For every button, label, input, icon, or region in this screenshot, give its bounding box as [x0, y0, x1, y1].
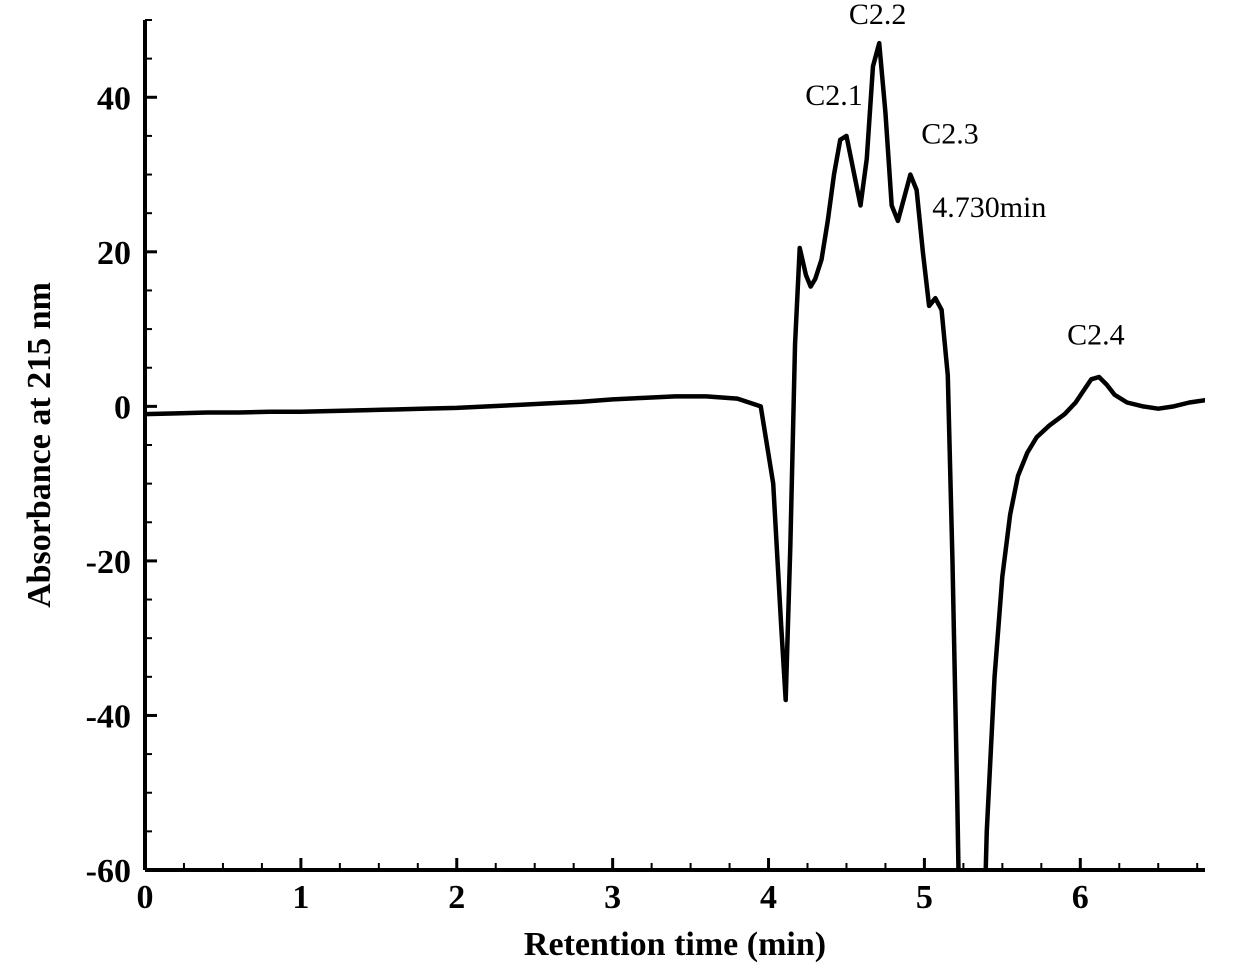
axes [145, 20, 1205, 870]
peak-label: C2.4 [1067, 319, 1125, 352]
x-tick-label: 5 [916, 879, 933, 916]
y-tick-label: -20 [86, 544, 131, 581]
x-axis-label: Retention time (min) [524, 926, 826, 963]
peak-label: C2.3 [921, 118, 979, 151]
peak-label: C2.2 [849, 0, 907, 31]
y-tick-label: 0 [114, 389, 131, 426]
chromatogram-chart: 0 1 2 3 4 5 6 -60 -40 -20 0 20 40 C2.2 C2.1 C2.3 4.730mi… [0, 0, 1240, 972]
y-axis-label: Absorbance at 215 nm [21, 282, 58, 608]
y-tick-label: -60 [86, 853, 131, 890]
y-tick-label: 20 [97, 235, 131, 272]
peak-label: 4.730min [932, 191, 1046, 224]
x-tick-label: 4 [760, 879, 777, 916]
y-tick-label: 40 [97, 80, 131, 117]
x-tick-label: 3 [604, 879, 621, 916]
x-tick-label: 1 [292, 879, 309, 916]
ticks: 0 1 2 3 4 5 6 -60 -40 -20 0 20 40 [86, 20, 1198, 916]
x-tick-label: 0 [137, 879, 154, 916]
peak-label: C2.1 [805, 79, 863, 112]
x-tick-label: 2 [448, 879, 465, 916]
chart-svg: 0 1 2 3 4 5 6 -60 -40 -20 0 20 40 C2.2 C2.1 C2.3 4.730mi… [0, 0, 1240, 972]
x-tick-label: 6 [1072, 879, 1089, 916]
y-tick-label: -40 [86, 698, 131, 735]
trace [145, 43, 1205, 972]
